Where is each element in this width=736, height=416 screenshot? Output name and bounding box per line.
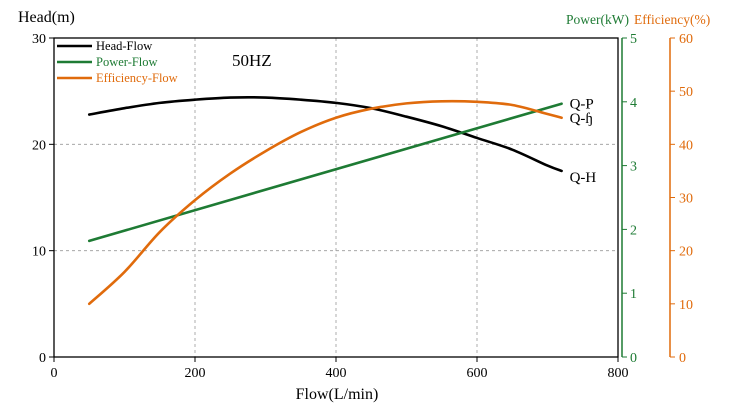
series-layer: Q-H Q-PQ-ɧ	[87, 95, 597, 306]
efficiency-tick-label: 20	[679, 245, 693, 260]
power-axis-title: Power(kW)	[566, 12, 629, 27]
power-tick-label: 0	[630, 351, 637, 366]
efficiency-axis: 0 10 20 30 40 50 60	[669, 32, 693, 366]
power-axis: 0 1 2 3 4 5	[621, 32, 637, 366]
x-axis-title: Flow(L/min)	[296, 386, 379, 403]
x-tick-label: 200	[185, 366, 206, 381]
legend: Head-Flow Power-Flow Efficiency-Flow	[57, 39, 178, 85]
head-tick-label: 10	[32, 245, 46, 260]
gridlines	[54, 38, 618, 357]
efficiency-tick-label: 10	[679, 298, 693, 313]
power-tick-label: 1	[630, 287, 637, 302]
x-tick-label: 0	[51, 366, 58, 381]
x-axis: 0 200 400 600 800	[51, 357, 629, 381]
efficiency-tick-label: 30	[679, 192, 693, 207]
frequency-annotation: 50HZ	[232, 51, 272, 70]
head-axis-title: Head(m)	[18, 9, 75, 26]
power-flow-end-label: Q-P	[570, 97, 594, 113]
legend-entry: Power-Flow	[96, 55, 158, 69]
legend-entry: Head-Flow	[96, 39, 152, 53]
efficiency-tick-label: 50	[679, 85, 693, 100]
head-tick-label: 0	[39, 351, 46, 366]
efficiency-tick-label: 60	[679, 32, 693, 47]
head-flow-end-label: Q-H	[570, 170, 597, 186]
head-flow-line	[87, 95, 563, 173]
legend-entry: Efficiency-Flow	[96, 71, 178, 85]
power-tick-label: 5	[630, 32, 637, 47]
power-flow-line	[87, 102, 563, 243]
efficiency-flow-line	[87, 99, 563, 306]
power-tick-label: 3	[630, 160, 637, 175]
efficiency-axis-title: Efficiency(%)	[634, 12, 710, 27]
x-tick-label: 400	[326, 366, 347, 381]
x-tick-label: 600	[467, 366, 488, 381]
head-tick-label: 30	[32, 32, 46, 47]
head-axis: 0 10 20 30	[32, 32, 54, 366]
efficiency-flow-end-label: Q-ɧ	[570, 111, 593, 127]
head-tick-label: 20	[32, 138, 46, 153]
efficiency-tick-label: 0	[679, 351, 686, 366]
power-tick-label: 2	[630, 223, 637, 238]
power-tick-label: 4	[630, 96, 637, 111]
x-tick-label: 800	[608, 366, 629, 381]
efficiency-tick-label: 40	[679, 138, 693, 153]
